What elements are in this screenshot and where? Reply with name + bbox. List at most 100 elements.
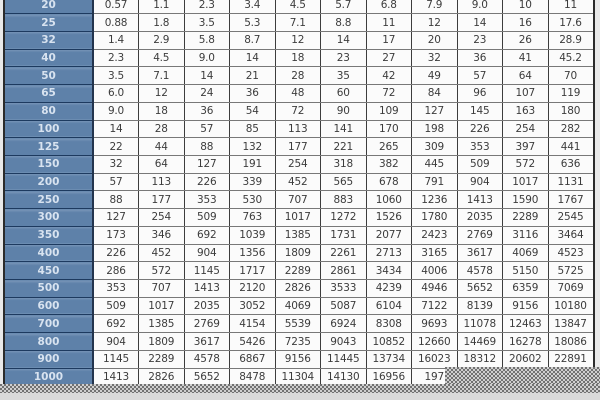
data-cell: 1060 <box>365 190 412 210</box>
data-cell: 2769 <box>456 225 503 245</box>
data-cell: 127 <box>183 154 230 174</box>
data-cell: 226 <box>92 243 139 263</box>
data-cell: 346 <box>138 225 185 245</box>
data-cell: 1526 <box>365 208 412 227</box>
data-cell: 96 <box>456 84 503 103</box>
data-cell: 8.8 <box>320 13 367 32</box>
data-cell: 141 <box>320 119 367 139</box>
data-cell: 1131 <box>547 172 594 192</box>
data-cell: 226 <box>456 119 503 139</box>
data-cell: 3533 <box>320 279 367 298</box>
data-cell: 2423 <box>411 225 458 245</box>
data-cell: 1809 <box>138 332 185 351</box>
data-cell: 72 <box>274 101 321 121</box>
data-cell: 109 <box>365 101 412 121</box>
data-cell: 127 <box>92 208 139 227</box>
data-cell: 9156 <box>274 349 321 369</box>
table-row: 32 1.4 2.9 5.8 8.7 12 14 17 20 23 26 28.9 <box>3 30 594 50</box>
data-cell: 90 <box>320 101 367 121</box>
data-cell: 10180 <box>547 296 594 316</box>
data-cell: 20 <box>411 30 458 50</box>
data-cell: 26 <box>502 30 549 50</box>
data-cell: 84 <box>411 84 458 103</box>
data-cell: 5.3 <box>229 13 276 32</box>
data-cell: 191 <box>229 154 276 174</box>
data-cell: 509 <box>456 154 503 174</box>
data-cell: 530 <box>229 190 276 210</box>
gray-band-bottom-edge <box>0 393 600 400</box>
data-cell: 254 <box>274 154 321 174</box>
data-cell: 54 <box>229 101 276 121</box>
row-header-cell: 32 <box>3 30 94 50</box>
data-cell: 17 <box>365 30 412 50</box>
data-cell: 1413 <box>183 279 230 298</box>
row-header-cell: 100 <box>3 119 94 139</box>
data-cell: 24 <box>183 84 230 103</box>
data-cell: 763 <box>229 208 276 227</box>
data-cell: 7.1 <box>138 66 185 86</box>
data-cell: 36 <box>456 48 503 68</box>
data-cell: 107 <box>502 84 549 103</box>
data-cell: 145 <box>456 101 503 121</box>
row-header-cell: 25 <box>3 13 94 32</box>
data-cell: 10852 <box>365 332 412 351</box>
data-cell: 14 <box>456 13 503 32</box>
data-cell: 9693 <box>411 314 458 334</box>
data-cell: 6104 <box>365 296 412 316</box>
data-cell: 9043 <box>320 332 367 351</box>
data-cell: 4578 <box>456 261 503 280</box>
data-cell: 45.2 <box>547 48 594 68</box>
data-cell: 678 <box>365 172 412 192</box>
row-header-cell: 200 <box>3 172 94 192</box>
data-cell: 32 <box>411 48 458 68</box>
data-cell: 2289 <box>502 208 549 227</box>
data-cell: 4239 <box>365 279 412 298</box>
data-cell: 7235 <box>274 332 321 351</box>
table-row: 800 904 1809 3617 5426 7235 9043 10852 12660 1446… <box>3 332 594 351</box>
data-cell: 8478 <box>229 367 276 387</box>
table-row: 150 32 64 127 191 254 318 382 445 509 572 636 <box>3 154 594 174</box>
data-cell: 127 <box>411 101 458 121</box>
data-cell: 2.3 <box>183 0 230 15</box>
data-cell: 70 <box>547 66 594 86</box>
data-cell: 64 <box>138 154 185 174</box>
data-cell: 1767 <box>547 190 594 210</box>
data-cell: 636 <box>547 154 594 174</box>
data-cell: 1717 <box>229 261 276 280</box>
data-cell: 23 <box>456 30 503 50</box>
data-cell: 132 <box>229 137 276 156</box>
table-row: 350 173 346 692 1039 1385 1731 2077 2423 2769 3116… <box>3 225 594 245</box>
data-cell: 0.88 <box>92 13 139 32</box>
data-cell: 707 <box>274 190 321 210</box>
data-cell: 113 <box>138 172 185 192</box>
data-cell: 441 <box>547 137 594 156</box>
data-cell: 170 <box>365 119 412 139</box>
gray-dotted-band-bottom <box>0 384 600 393</box>
data-cell: 57 <box>92 172 139 192</box>
data-cell: 113 <box>274 119 321 139</box>
data-cell: 42 <box>365 66 412 86</box>
row-header-cell: 700 <box>3 314 94 334</box>
data-cell: 2826 <box>138 367 185 387</box>
data-cell: 18 <box>138 101 185 121</box>
data-cell: 177 <box>274 137 321 156</box>
data-cell: 1145 <box>183 261 230 280</box>
table-row: 65 6.0 12 24 36 48 60 72 84 96 107 119 <box>3 84 594 103</box>
data-cell: 904 <box>456 172 503 192</box>
data-cell: 353 <box>456 137 503 156</box>
data-cell: 4006 <box>411 261 458 280</box>
data-cell: 7069 <box>547 279 594 298</box>
data-cell: 13734 <box>365 349 412 369</box>
data-cell: 9156 <box>502 296 549 316</box>
data-cell: 1.4 <box>92 30 139 50</box>
data-cell: 198 <box>411 119 458 139</box>
data-cell: 119 <box>547 84 594 103</box>
data-cell: 21 <box>229 66 276 86</box>
data-cell: 572 <box>138 261 185 280</box>
data-cell: 64 <box>502 66 549 86</box>
row-header-cell: 65 <box>3 84 94 103</box>
data-cell: 4578 <box>183 349 230 369</box>
data-cell: 5426 <box>229 332 276 351</box>
data-cell: 10 <box>502 0 549 15</box>
